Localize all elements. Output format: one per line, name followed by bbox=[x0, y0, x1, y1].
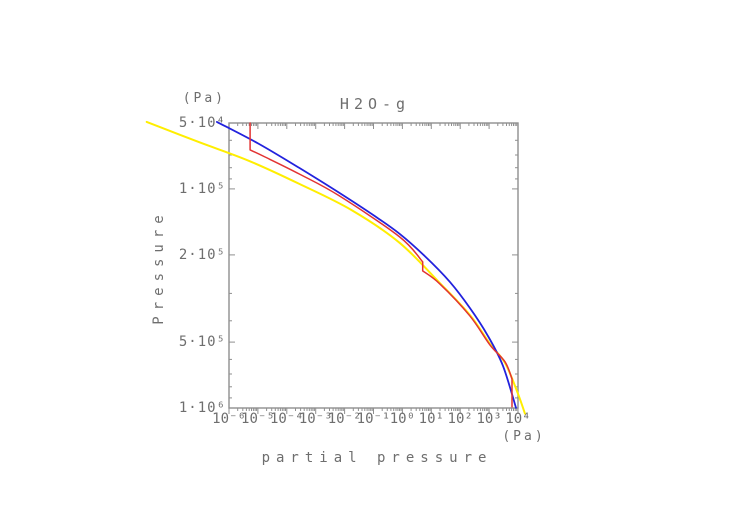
y-tick-label: 5·10⁵ bbox=[178, 334, 226, 351]
y-tick-label: 2·10⁵ bbox=[178, 246, 226, 263]
x-tick-label: 10⁻⁴ bbox=[269, 411, 304, 427]
x-axis-unit: (Pa) bbox=[502, 429, 546, 444]
y-axis-label: Pressure bbox=[151, 209, 167, 325]
x-tick-label: 10⁻⁵ bbox=[241, 411, 275, 427]
blue-line bbox=[216, 121, 517, 409]
x-tick-label: 10⁰ bbox=[389, 411, 416, 427]
x-tick-label: 10¹ bbox=[418, 411, 444, 427]
y-axis-unit: (Pa) bbox=[182, 91, 226, 106]
x-axis-label: partial pressure bbox=[261, 450, 493, 466]
y-tick-label: 1·10⁵ bbox=[178, 180, 226, 197]
x-tick-label: 10⁻² bbox=[327, 411, 362, 427]
y-tick-label: 5·10⁴ bbox=[178, 115, 226, 131]
x-tick-label: 10³ bbox=[476, 411, 502, 427]
x-tick-label: 10⁻¹ bbox=[356, 411, 391, 427]
red-line bbox=[249, 122, 513, 408]
x-tick-label: 10² bbox=[447, 411, 473, 427]
x-tick-label: 10⁴ bbox=[505, 411, 531, 427]
yellow-line bbox=[145, 120, 526, 415]
x-tick-label: 10⁻⁶ bbox=[212, 411, 246, 427]
axis-frame bbox=[228, 122, 519, 409]
chart-title: H2O-g bbox=[339, 95, 411, 113]
y-tick-label: 1·10⁶ bbox=[178, 400, 226, 416]
x-tick-label: 10⁻³ bbox=[298, 411, 333, 427]
